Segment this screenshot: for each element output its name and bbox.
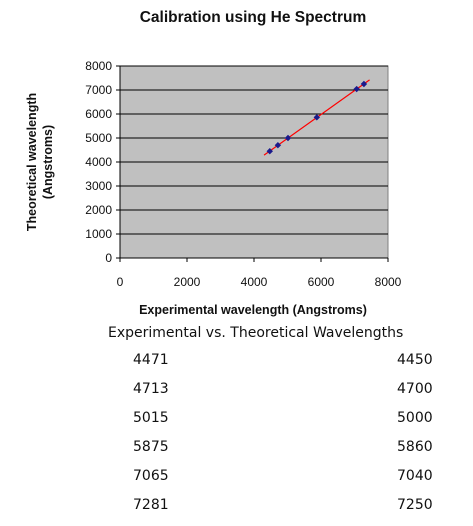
gridlines (120, 65, 388, 235)
x-tick-label: 6000 (308, 275, 335, 289)
table-row: 5015 5000 (0, 410, 473, 439)
theoretical-value: 5860 (397, 439, 433, 455)
wavelength-table: 4471 4450 4713 4700 5015 5000 5875 5860 … (0, 352, 473, 526)
theoretical-value: 4450 (397, 352, 433, 368)
table-title: Experimental vs. Theoretical Wavelengths (108, 325, 404, 341)
x-tick-label: 8000 (375, 275, 402, 289)
y-axis-title-line-2: (Angstroms) (41, 125, 55, 199)
data-points (266, 80, 368, 155)
experimental-value: 4471 (133, 352, 169, 368)
experimental-value: 5015 (133, 410, 169, 426)
theoretical-value: 5000 (397, 410, 433, 426)
theoretical-value: 4700 (397, 381, 433, 397)
y-tick-label: 1000 (85, 227, 112, 241)
axes (116, 65, 389, 262)
x-tick-label: 4000 (241, 275, 268, 289)
y-tick-label: 8000 (85, 59, 112, 73)
table-row: 4471 4450 (0, 352, 473, 381)
calibration-chart: Calibration using He Spectrum 0 1000 2000 3… (25, 9, 402, 317)
data-point (353, 85, 360, 93)
y-tick-label: 7000 (85, 83, 112, 97)
table-row: 7281 7250 (0, 497, 473, 526)
data-point (266, 148, 273, 155)
y-tick-label: 6000 (85, 107, 112, 121)
chart-title: Calibration using He Spectrum (140, 9, 367, 26)
y-tick-label: 5000 (85, 131, 112, 145)
experimental-value: 5875 (133, 439, 169, 455)
x-tick-label: 2000 (174, 275, 201, 289)
experimental-value: 7065 (133, 468, 169, 484)
y-axis-title-line-1: Theoretical wavelength (25, 93, 39, 231)
data-point (284, 134, 292, 142)
data-point (360, 80, 368, 88)
x-axis-title: Experimental wavelength (Angstroms) (139, 303, 367, 317)
data-point (274, 142, 282, 149)
experimental-value: 7281 (133, 497, 169, 513)
y-tick-label: 4000 (85, 155, 112, 169)
table-row: 7065 7040 (0, 468, 473, 497)
y-tick-label: 2000 (85, 203, 112, 217)
theoretical-value: 7040 (397, 468, 433, 484)
data-point (313, 114, 321, 121)
theoretical-value: 7250 (397, 497, 433, 513)
y-tick-label: 0 (105, 251, 112, 265)
y-tick-label: 3000 (85, 179, 112, 193)
experimental-value: 4713 (133, 381, 169, 397)
table-row: 4713 4700 (0, 381, 473, 410)
x-tick-label: 0 (117, 275, 124, 289)
y-tick-labels: 0 1000 2000 3000 4000 5000 6000 7000 8000 (85, 59, 112, 265)
table-row: 5875 5860 (0, 439, 473, 468)
x-tick-labels: 0 2000 4000 6000 8000 (117, 275, 402, 289)
